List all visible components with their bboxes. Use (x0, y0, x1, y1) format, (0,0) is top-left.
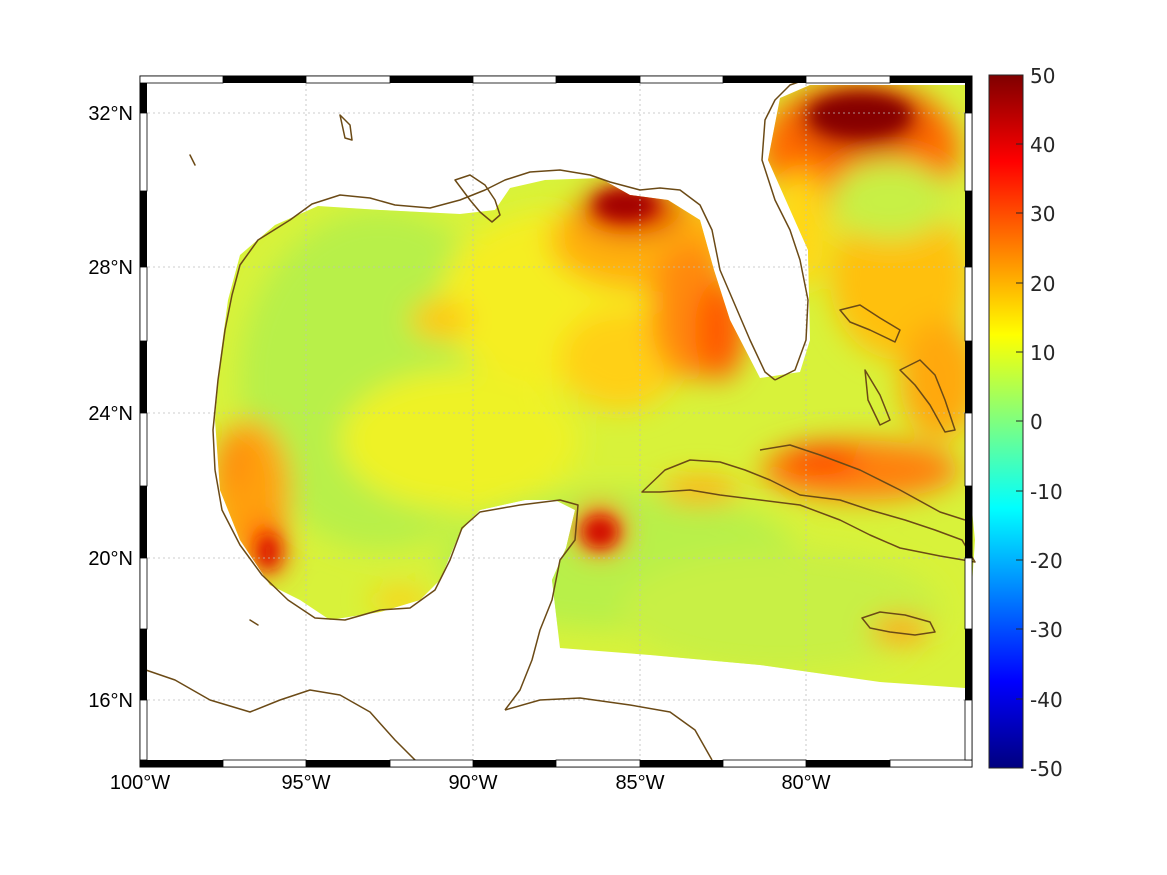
map-frame (139, 75, 973, 768)
coastline-central-america (139, 667, 421, 766)
lat-label: 28°N (88, 257, 133, 279)
colorbar-ticks (1016, 143, 1023, 700)
colorbar-tick-label: 10 (1030, 341, 1055, 365)
colorbar-tick-label: -10 (1030, 480, 1063, 504)
coastline-bahamas (839, 304, 956, 433)
colorbar-tick-label: -50 (1030, 757, 1063, 781)
coastline-jamaica (861, 611, 936, 636)
longitude-labels: 100°W 95°W 90°W 85°W 80°W (110, 772, 831, 794)
coastline-louisiana-delta (454, 174, 501, 223)
coastlines (139, 77, 976, 766)
lon-label: 90°W (448, 772, 497, 794)
coastline-honduras (504, 697, 713, 761)
coastline-florida (761, 77, 811, 381)
colorbar-tick-label: 30 (1030, 202, 1055, 226)
colorbar-tick-label: 20 (1030, 272, 1055, 296)
lat-label: 20°N (88, 548, 133, 570)
map-panel (139, 75, 976, 768)
coastline-mexico (214, 469, 579, 711)
latitude-labels: 32°N 28°N 24°N 20°N 16°N (88, 103, 133, 712)
lon-label: 100°W (110, 772, 170, 794)
colorbar-tick-label: -30 (1030, 618, 1063, 642)
lon-label: 80°W (781, 772, 830, 794)
lat-label: 32°N (88, 103, 133, 125)
colorbar-tick-label: 50 (1030, 64, 1055, 88)
lon-label: 85°W (615, 772, 664, 794)
coastline-gulf-north (212, 169, 776, 471)
coastline-cuba-north (759, 444, 966, 521)
sea-level-field (215, 85, 975, 688)
colorbar-tick-label: -40 (1030, 688, 1063, 712)
graticule (143, 79, 969, 764)
colorbar-tick-label: -20 (1030, 549, 1063, 573)
lat-label: 24°N (88, 403, 133, 425)
lon-label: 95°W (281, 772, 330, 794)
colorbar-tick-label: 40 (1030, 133, 1055, 157)
coastline-cuba (641, 459, 976, 563)
colorbar: 50 40 30 20 10 0 -10 -20 -30 -40 -50 (988, 64, 1063, 781)
colorbar-tick-label: 0 (1030, 410, 1043, 434)
lat-label: 16°N (88, 690, 133, 712)
coastline-yucatan-islands (189, 114, 353, 626)
